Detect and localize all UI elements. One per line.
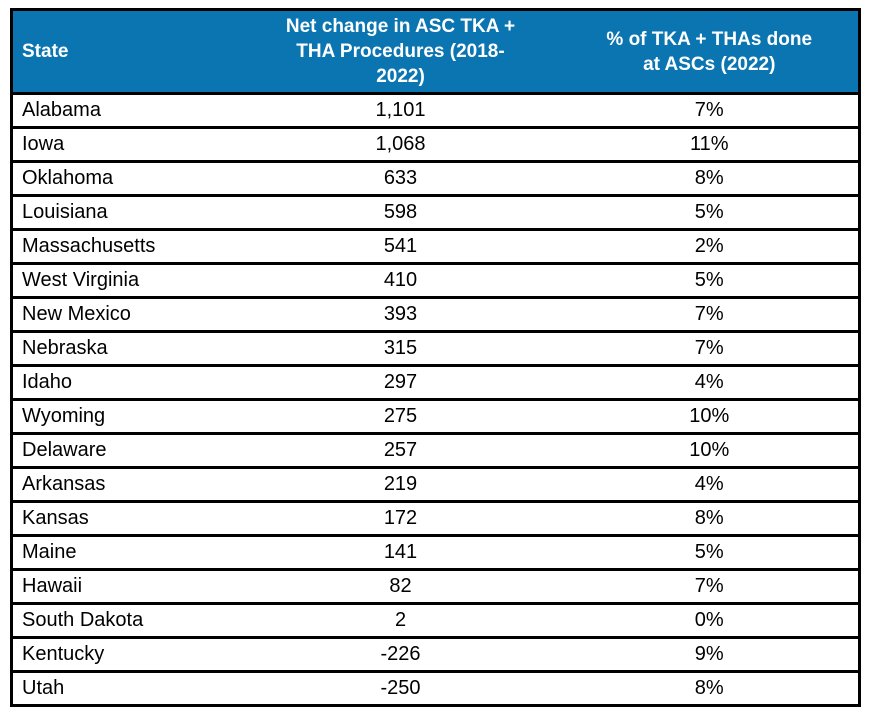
column-header-net_change: Net change in ASC TKA + THA Procedures (2… (240, 9, 561, 94)
cell-pct_asc: 7% (560, 92, 860, 128)
cell-net_change: 598 (240, 194, 561, 230)
cell-state: Maine (11, 534, 241, 570)
cell-net_change: 82 (240, 568, 561, 604)
cell-state: Oklahoma (11, 160, 241, 196)
table-row: New Mexico 393 7% (11, 296, 860, 332)
cell-net_change: 297 (240, 364, 561, 400)
table-row: Wyoming 275 10% (11, 398, 860, 434)
table-row: Utah -250 8% (11, 670, 860, 706)
table-row: Idaho 297 4% (11, 364, 860, 400)
table-row: South Dakota 2 0% (11, 602, 860, 638)
cell-net_change: 315 (240, 330, 561, 366)
cell-pct_asc: 4% (560, 466, 860, 502)
cell-net_change: 1,068 (240, 126, 561, 162)
cell-net_change: 219 (240, 466, 561, 502)
table-row: Massachusetts 541 2% (11, 228, 860, 264)
column-header-label: % of TKA + THAs done at ASCs (2022) (606, 28, 813, 75)
cell-net_change: 257 (240, 432, 561, 468)
cell-state: Massachusetts (11, 228, 241, 264)
column-header-state: State (11, 9, 241, 94)
cell-net_change: 633 (240, 160, 561, 196)
cell-net_change: 2 (240, 602, 561, 638)
cell-state: Utah (11, 670, 241, 706)
table-body: Alabama 1,101 7% Iowa 1,068 11% Oklahoma 633 8% L… (11, 92, 860, 706)
cell-net_change: -226 (240, 636, 561, 672)
cell-state: Kansas (11, 500, 241, 536)
cell-pct_asc: 10% (560, 432, 860, 468)
table-row: Kansas 172 8% (11, 500, 860, 536)
cell-pct_asc: 7% (560, 296, 860, 332)
table-row: Hawaii 82 7% (11, 568, 860, 604)
table-row: Iowa 1,068 11% (11, 126, 860, 162)
cell-pct_asc: 7% (560, 568, 860, 604)
cell-pct_asc: 5% (560, 534, 860, 570)
cell-net_change: 141 (240, 534, 561, 570)
cell-pct_asc: 8% (560, 500, 860, 536)
cell-net_change: -250 (240, 670, 561, 706)
cell-state: Idaho (11, 364, 241, 400)
cell-pct_asc: 11% (560, 126, 860, 162)
cell-state: Wyoming (11, 398, 241, 434)
cell-pct_asc: 8% (560, 670, 860, 706)
cell-net_change: 172 (240, 500, 561, 536)
cell-pct_asc: 7% (560, 330, 860, 366)
cell-pct_asc: 5% (560, 262, 860, 298)
table-row: Oklahoma 633 8% (11, 160, 860, 196)
table-header-row: State Net change in ASC TKA + THA Procedur… (11, 9, 860, 94)
column-header-label: Net change in ASC TKA + THA Procedures (2… (285, 16, 516, 87)
cell-state: Hawaii (11, 568, 241, 604)
cell-net_change: 393 (240, 296, 561, 332)
table-row: Nebraska 315 7% (11, 330, 860, 366)
table-row: Delaware 257 10% (11, 432, 860, 468)
cell-state: Alabama (11, 92, 241, 128)
cell-net_change: 410 (240, 262, 561, 298)
cell-pct_asc: 9% (560, 636, 860, 672)
table-row: Arkansas 219 4% (11, 466, 860, 502)
table-row: Louisiana 598 5% (11, 194, 860, 230)
table-row: Alabama 1,101 7% (11, 92, 860, 128)
cell-pct_asc: 5% (560, 194, 860, 230)
table-row: Maine 141 5% (11, 534, 860, 570)
cell-net_change: 1,101 (240, 92, 561, 128)
cell-state: Nebraska (11, 330, 241, 366)
cell-state: Kentucky (11, 636, 241, 672)
column-header-label: State (22, 41, 69, 62)
cell-state: Iowa (11, 126, 241, 162)
cell-pct_asc: 10% (560, 398, 860, 434)
cell-state: Delaware (11, 432, 241, 468)
cell-state: New Mexico (11, 296, 241, 332)
cell-net_change: 541 (240, 228, 561, 264)
cell-state: West Virginia (11, 262, 241, 298)
cell-pct_asc: 8% (560, 160, 860, 196)
asc-tka-tha-table: State Net change in ASC TKA + THA Procedur… (10, 8, 861, 707)
table-row: Kentucky -226 9% (11, 636, 860, 672)
column-header-pct_asc: % of TKA + THAs done at ASCs (2022) (560, 9, 860, 94)
table-row: West Virginia 410 5% (11, 262, 860, 298)
cell-state: Louisiana (11, 194, 241, 230)
cell-pct_asc: 0% (560, 602, 860, 638)
table-header: State Net change in ASC TKA + THA Procedur… (11, 9, 860, 94)
cell-net_change: 275 (240, 398, 561, 434)
cell-state: Arkansas (11, 466, 241, 502)
cell-pct_asc: 2% (560, 228, 860, 264)
cell-pct_asc: 4% (560, 364, 860, 400)
cell-state: South Dakota (11, 602, 241, 638)
